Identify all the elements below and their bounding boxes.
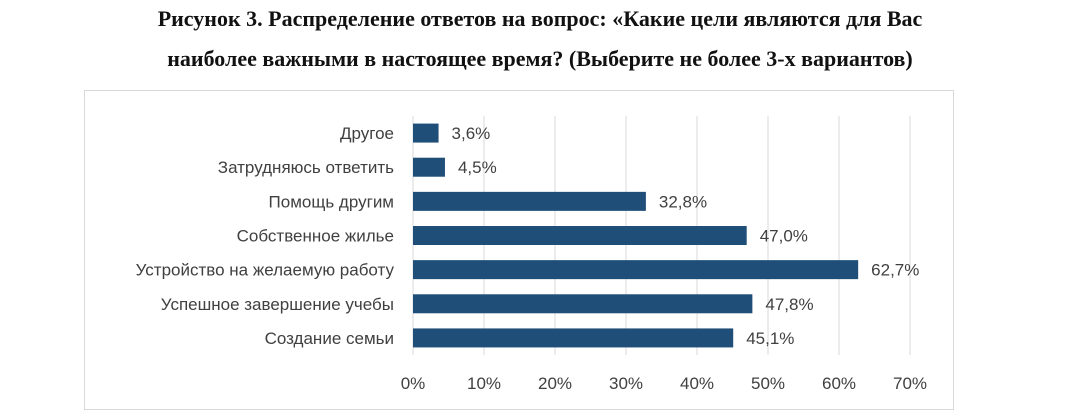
data-label: 4,5% [458, 158, 497, 177]
data-label: 3,6% [452, 124, 491, 143]
x-tick-label: 60% [822, 374, 856, 393]
category-label: Устройство на желаемую работу [136, 261, 395, 280]
category-label: Успешное завершение учебы [161, 295, 394, 314]
x-tick-label: 10% [467, 374, 501, 393]
data-label: 45,1% [746, 329, 794, 348]
x-tick-label: 50% [751, 374, 785, 393]
value-labels: 3,6% 4,5% 32,8% 47,0% 62,7% 47,8% 45,1% [452, 124, 920, 348]
data-label: 47,0% [760, 227, 808, 246]
bar [413, 191, 646, 211]
data-label: 47,8% [765, 295, 813, 314]
data-label: 32,8% [659, 192, 707, 211]
x-tick-label: 70% [893, 374, 927, 393]
bar [413, 157, 445, 177]
category-labels: Другое Затрудняюсь ответить Помощь другим С… [136, 124, 395, 348]
x-tick-labels: 0% 10% 20% 30% 40% 50% 60% 70% [401, 374, 927, 393]
caption-line-1: Рисунок 3. Распределение ответов на вопр… [157, 6, 923, 31]
bars [413, 123, 859, 348]
bar [413, 123, 439, 143]
category-label: Помощь другим [269, 192, 394, 211]
caption-line-2: наиболее важными в настоящее время? (Выб… [167, 46, 913, 71]
x-tick-label: 0% [401, 374, 426, 393]
category-label: Другое [340, 124, 394, 143]
bar [413, 260, 859, 280]
x-tick-label: 20% [538, 374, 572, 393]
category-label: Собственное жилье [237, 227, 394, 246]
bar [413, 226, 747, 245]
category-label: Затрудняюсь ответить [218, 158, 394, 177]
bar [413, 328, 734, 348]
x-tick-label: 30% [609, 374, 643, 393]
data-label: 62,7% [871, 261, 919, 280]
chart-frame [84, 90, 954, 410]
bar [413, 294, 753, 314]
x-tick-label: 40% [680, 374, 714, 393]
category-label: Создание семьи [265, 329, 394, 348]
